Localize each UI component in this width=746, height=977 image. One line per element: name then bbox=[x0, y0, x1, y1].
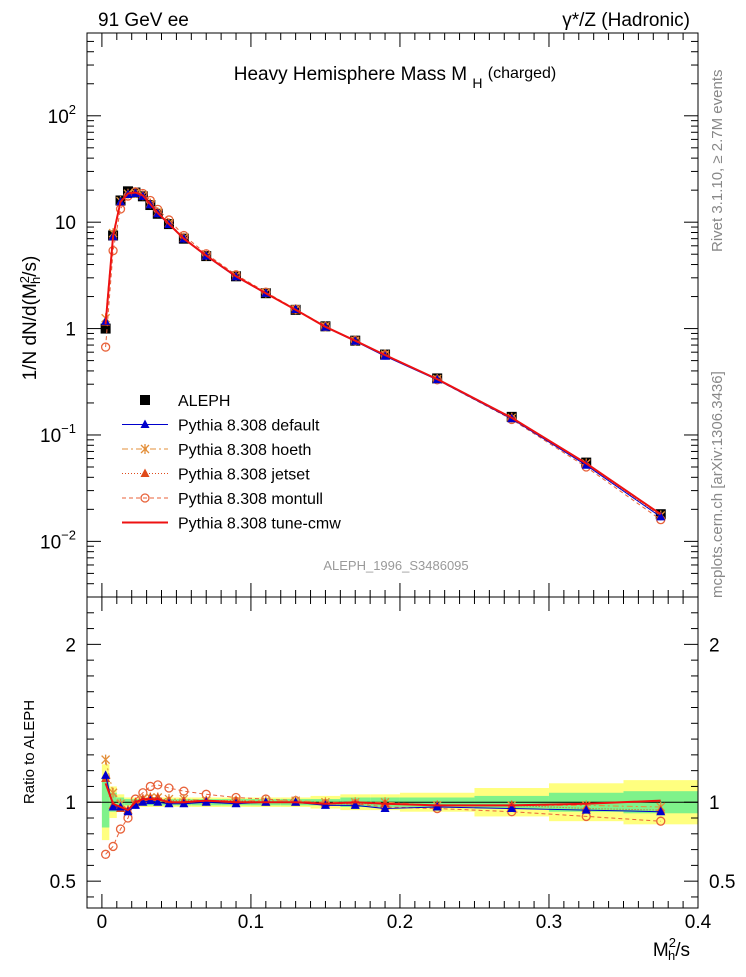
main-point-montull bbox=[100, 342, 111, 352]
ratio-point-default bbox=[153, 797, 163, 806]
main-panel: 10−2 10−1 1 10 102 bbox=[40, 32, 699, 598]
legend-label-cmw: Pythia 8.308 tune-cmw bbox=[178, 516, 341, 533]
legend-label-jetset: Pythia 8.308 jetset bbox=[178, 467, 310, 484]
ratio-point-default bbox=[130, 800, 140, 809]
main-point-default bbox=[656, 511, 666, 521]
ratio-y-tick-label-right: 0.5 bbox=[709, 872, 735, 893]
ratio-point-default bbox=[507, 803, 517, 813]
main-point-aleph bbox=[100, 323, 111, 334]
legend-marker-default bbox=[140, 419, 150, 428]
ratio-point-montull bbox=[115, 824, 126, 834]
chart-title: Heavy Hemisphere Mass M H (charged) bbox=[234, 64, 557, 93]
y-tick-label: 102 bbox=[48, 102, 76, 128]
x-tick-label: 0.3 bbox=[536, 912, 562, 933]
main-line-cmw bbox=[104, 191, 662, 516]
legend-marker-aleph bbox=[140, 395, 150, 405]
ratio-panel: 0 0.1 0.2 0.3 0.4 0.5 0.5 1 1 2 2 bbox=[50, 596, 735, 933]
ratio-y-tick-label: 1 bbox=[65, 793, 76, 814]
ratio-point-default bbox=[350, 800, 360, 809]
ratio-point-montull bbox=[656, 816, 666, 826]
ratio-line-cmw bbox=[104, 782, 661, 812]
ratio-y-tick-label: 0.5 bbox=[50, 872, 76, 893]
ratio-y-tick-label: 2 bbox=[65, 635, 76, 656]
analysis-watermark: ALEPH_1996_S3486095 bbox=[323, 558, 468, 573]
ratio-y-axis-label: Ratio to ALEPH bbox=[21, 700, 38, 804]
y-tick-label: 10−2 bbox=[40, 527, 76, 553]
ratio-point-default bbox=[108, 801, 118, 811]
ratio-point-default bbox=[656, 806, 666, 816]
ratio-point-default bbox=[138, 797, 148, 806]
rivet-side-label: Rivet 3.1.10, ≥ 2.7M events bbox=[709, 70, 726, 253]
ratio-point-montull bbox=[100, 849, 111, 859]
header-right: γ*/Z (Hadronic) bbox=[562, 10, 690, 31]
ratio-point-montull bbox=[108, 841, 118, 852]
ratio-plot-frame bbox=[86, 596, 699, 909]
legend-marker-montull bbox=[140, 493, 150, 503]
legend-label-aleph: ALEPH bbox=[178, 393, 230, 410]
x-tick-label: 0.4 bbox=[685, 912, 712, 933]
y-tick-label: 1 bbox=[65, 320, 76, 341]
legend-label-hoeth: Pythia 8.308 hoeth bbox=[178, 442, 311, 459]
ratio-y-tick-label-right: 1 bbox=[709, 793, 720, 814]
x-tick-label: 0.1 bbox=[238, 912, 264, 933]
ratio-point-montull bbox=[164, 783, 174, 793]
legend-marker-jetset bbox=[140, 468, 150, 477]
ratio-point-hoeth bbox=[101, 754, 111, 765]
legend-marker-hoeth bbox=[140, 444, 150, 454]
legend: ALEPH Pythia 8.308 default Pythia 8.308 ho… bbox=[122, 393, 341, 533]
main-y-axis-label: 1/N dN/d(M2h/s) bbox=[17, 256, 43, 381]
ratio-y-tick-label-right: 2 bbox=[709, 635, 720, 656]
ratio-point-default bbox=[581, 805, 591, 814]
ratio-point-default bbox=[101, 770, 111, 779]
y-tick-label: 10−1 bbox=[40, 421, 76, 447]
y-tick-label: 10 bbox=[55, 213, 76, 234]
mcplots-side-label: mcplots.cern.ch [arXiv:1306.3436] bbox=[709, 371, 726, 598]
legend-label-montull: Pythia 8.308 montull bbox=[178, 491, 323, 508]
x-axis-label: M2 h/s bbox=[653, 935, 690, 963]
header-left: 91 GeV ee bbox=[98, 10, 189, 31]
x-tick-label: 0.2 bbox=[387, 912, 413, 933]
ratio-point-default bbox=[380, 803, 390, 813]
x-tick-label: 0 bbox=[97, 912, 108, 933]
ratio-point-montull bbox=[153, 780, 163, 790]
legend-label-default: Pythia 8.308 default bbox=[178, 418, 320, 435]
